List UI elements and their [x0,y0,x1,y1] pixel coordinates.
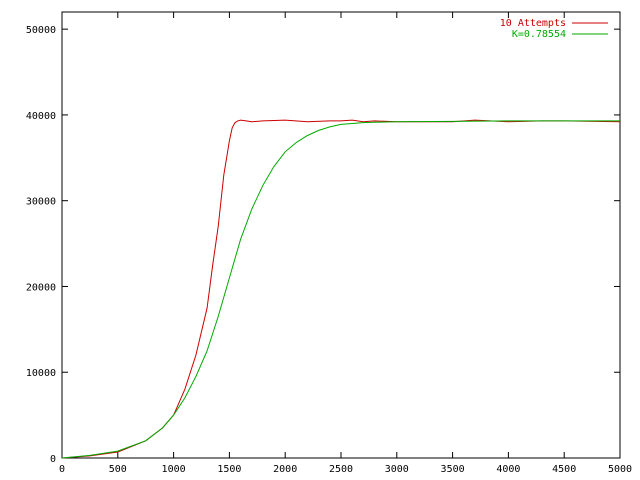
x-tick-label: 4500 [552,464,576,475]
y-tick-label: 0 [50,454,56,465]
x-tick-label: 3000 [385,464,409,475]
series-lines [61,119,621,459]
plot-frame [61,11,621,459]
tick-labels: 0 500 1000 1500 2000 2500 3000 3500 4000 4500 5000… [26,25,632,475]
x-tick-label: 2000 [273,464,297,475]
series-line-1 [61,119,621,459]
y-tick-label: 40000 [26,111,56,122]
x-tick-label: 1500 [217,464,241,475]
y-tick-label: 30000 [26,197,56,208]
x-tick-label: 4000 [496,464,520,475]
x-tick-label: 0 [59,464,65,475]
y-tick-label: 50000 [26,25,56,36]
legend-label-2: K=0.78554 [512,29,566,40]
x-tick-label: 2500 [329,464,353,475]
tick-marks [61,12,621,459]
x-tick-label: 5000 [608,464,632,475]
x-tick-label: 1000 [162,464,186,475]
series-line-2 [61,120,620,459]
y-tick-label: 20000 [26,282,56,293]
x-tick-label: 500 [109,464,127,475]
y-tick-label: 10000 [26,368,56,379]
legend-label-1: 10 Attempts [500,18,566,29]
x-tick-label: 3500 [441,464,465,475]
